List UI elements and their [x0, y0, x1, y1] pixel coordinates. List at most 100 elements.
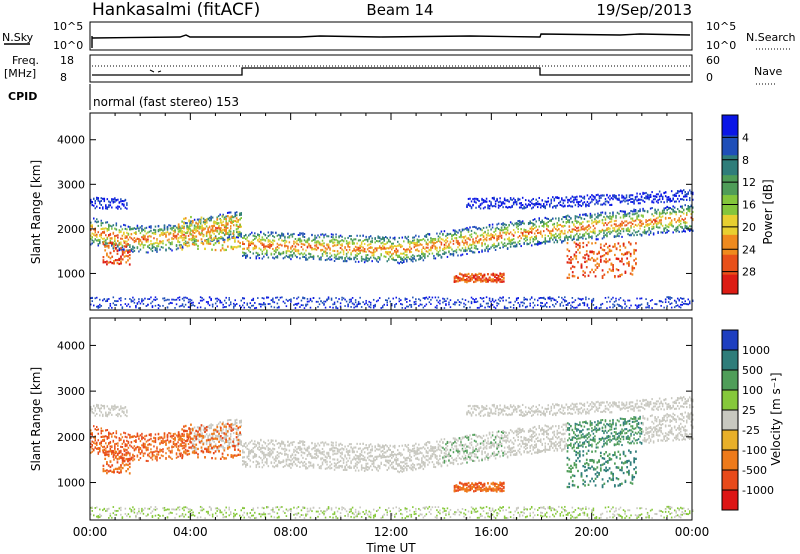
echo-cell — [339, 243, 342, 246]
echo-cell — [669, 217, 671, 220]
echo-cell — [583, 234, 586, 237]
echo-cell — [211, 303, 214, 306]
echo-cell — [544, 240, 547, 243]
echo-cell — [673, 210, 676, 213]
echo-cell — [445, 241, 447, 244]
echo-cell — [657, 216, 659, 219]
echo-cell — [530, 230, 533, 233]
echo-cell — [248, 240, 250, 243]
echo-cell — [317, 240, 319, 243]
cpid-text: normal (fast stereo) 153 — [93, 95, 239, 109]
echo-cell — [229, 227, 232, 230]
echo-cell — [91, 239, 94, 242]
echo-cell — [455, 241, 458, 244]
echo-cell — [636, 212, 638, 215]
echo-cell — [266, 245, 268, 248]
echo-cell — [654, 211, 656, 214]
echo-cell — [559, 230, 562, 233]
echo-cell — [469, 277, 472, 280]
echo-cell — [428, 233, 431, 236]
echo-cell — [594, 307, 596, 309]
echo-cell — [191, 243, 194, 246]
echo-cell — [272, 297, 274, 300]
echo-cell — [144, 237, 146, 240]
echo-cell — [597, 200, 599, 203]
echo-cell — [214, 226, 217, 229]
echo-cell — [303, 243, 306, 246]
echo-cell — [488, 223, 491, 226]
echo-cell — [175, 226, 178, 229]
echo-cell — [272, 239, 274, 242]
echo-cell — [200, 226, 203, 230]
echo-cell — [362, 234, 364, 237]
echo-cell — [115, 228, 118, 231]
echo-cell — [562, 232, 565, 235]
echo-cell — [583, 217, 586, 220]
echo-cell — [573, 201, 575, 204]
echo-cell — [550, 202, 553, 205]
echo-cell — [649, 193, 652, 196]
echo-cell — [410, 247, 413, 250]
echo-cell — [603, 249, 606, 252]
echo-cell — [500, 241, 503, 244]
echo-cell — [533, 218, 536, 221]
echo-cell — [263, 297, 265, 300]
echo-cell — [258, 234, 261, 237]
echo-cell — [582, 241, 585, 245]
echo-cell — [580, 205, 583, 208]
echo-cell — [657, 208, 659, 211]
echo-cell — [687, 208, 689, 211]
echo-cell — [108, 507, 110, 510]
echo-cell — [288, 255, 291, 258]
echo-cell — [394, 259, 396, 262]
echo-cell — [380, 253, 382, 256]
echo-cell — [90, 406, 92, 409]
echo-cell — [482, 232, 485, 235]
echo-cell — [492, 274, 495, 277]
echo-cell — [640, 220, 643, 223]
echo-cell — [652, 195, 655, 198]
echo-cell — [475, 301, 477, 304]
echo-cell — [404, 250, 407, 253]
cpid-label: CPID — [8, 90, 37, 103]
echo-cell — [94, 407, 97, 410]
echo-cell — [524, 235, 527, 238]
echo-cell — [150, 226, 152, 229]
echo-cell — [582, 273, 585, 277]
echo-cell — [363, 239, 366, 242]
echo-cell — [585, 298, 587, 301]
echo-cell — [225, 217, 227, 221]
echo-cell — [108, 435, 110, 438]
echo-cell — [579, 229, 581, 232]
echo-cell — [497, 206, 500, 209]
echo-cell — [196, 229, 199, 232]
echo-cell — [558, 228, 560, 231]
echo-cell — [363, 303, 366, 306]
echo-cell — [452, 250, 455, 253]
echo-cell — [154, 299, 157, 301]
echo-cell — [341, 239, 343, 242]
echo-cell — [541, 199, 544, 202]
echo-cell — [321, 254, 324, 257]
echo-cell — [111, 199, 113, 202]
echo-cell — [646, 306, 649, 309]
echo-cell — [421, 256, 423, 259]
echo-cell — [501, 280, 503, 283]
echo-cell — [93, 514, 95, 517]
echo-cell — [112, 246, 115, 249]
echo-cell — [596, 252, 599, 256]
echo-cell — [189, 227, 191, 230]
echo-cell — [524, 298, 527, 301]
echo-cell — [550, 234, 553, 237]
echo-cell — [342, 297, 345, 300]
echo-cell — [621, 227, 623, 230]
echo-cell — [93, 425, 95, 428]
echo-cell — [493, 306, 495, 309]
echo-cell — [404, 298, 407, 301]
echo-cell — [497, 302, 500, 305]
echo-cell — [518, 235, 521, 238]
echo-cell — [591, 219, 593, 222]
echo-cell — [583, 304, 586, 307]
echo-cell — [183, 236, 185, 239]
echo-cell — [278, 247, 280, 250]
